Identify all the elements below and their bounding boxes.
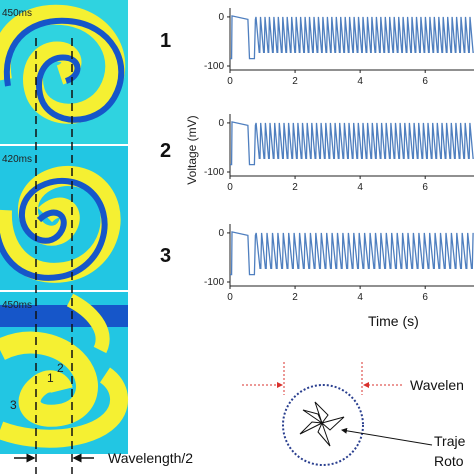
x-tick-label: 4 xyxy=(357,182,363,193)
y-tick-label: -100 xyxy=(204,167,224,178)
y-tick-label: 0 xyxy=(218,118,224,129)
x-tick-label: 0 xyxy=(227,76,233,87)
panel-number-3: 3 xyxy=(160,245,171,267)
x-tick-label: 4 xyxy=(357,292,363,303)
x-tick-label: 2 xyxy=(292,292,298,303)
x-tick-label: 2 xyxy=(292,182,298,193)
simulation-panel-3: 450ms 1 2 3 xyxy=(0,292,128,454)
voltage-trace xyxy=(230,121,474,166)
voltage-trace xyxy=(230,231,474,276)
x-tick-label: 2 xyxy=(292,76,298,87)
x-tick-label: 6 xyxy=(422,76,428,87)
panel-number-1: 1 xyxy=(160,30,171,52)
time-stamp-1: 450ms xyxy=(2,8,32,19)
y-tick-label: -100 xyxy=(204,61,224,72)
rotor-trajectory xyxy=(299,401,345,447)
x-tick-label: 6 xyxy=(422,292,428,303)
simulation-panel-2: 420ms xyxy=(0,146,128,290)
region-label-3: 3 xyxy=(10,398,17,412)
y-tick-label: -100 xyxy=(204,277,224,288)
time-stamp-3: 450ms xyxy=(2,300,32,311)
time-stamp-2: 420ms xyxy=(2,154,32,165)
wavelength-half-label: Wavelength/2 xyxy=(108,450,193,466)
x-tick-label: 4 xyxy=(357,76,363,87)
y-tick-label: 0 xyxy=(218,12,224,23)
trajectory-label-line2: Roto xyxy=(434,453,464,469)
rotor-inset: Wavelen Traje Roto xyxy=(242,362,466,469)
trajectory-label-line1: Traje xyxy=(434,433,466,449)
x-axis-label: Time (s) xyxy=(368,313,419,329)
y-axis-label: Voltage (mV) xyxy=(185,115,199,184)
simulation-panel-1: 450ms xyxy=(0,0,128,144)
rotor-circle xyxy=(282,384,364,466)
trajectory-pointer xyxy=(341,427,433,446)
region-label-1: 1 xyxy=(47,371,54,385)
panel-number-2: 2 xyxy=(160,140,171,162)
wavelength-label: Wavelen xyxy=(410,377,464,393)
x-tick-label: 0 xyxy=(227,182,233,193)
region-label-2: 2 xyxy=(57,361,64,375)
x-tick-label: 6 xyxy=(422,182,428,193)
voltage-trace xyxy=(230,15,474,60)
x-tick-label: 0 xyxy=(227,292,233,303)
y-tick-label: 0 xyxy=(218,228,224,239)
